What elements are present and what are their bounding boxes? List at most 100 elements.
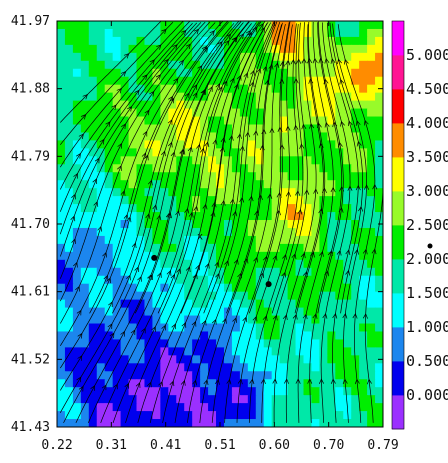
heatmap-cell: [279, 235, 289, 245]
heatmap-cell: [327, 347, 336, 356]
streamline: [224, 22, 290, 423]
heatmap-cell: [216, 355, 225, 364]
heatmap-cell: [239, 267, 249, 277]
heatmap-cell: [168, 339, 177, 348]
y-tick-label: 41.43: [11, 420, 50, 435]
heatmap-cell: [263, 371, 273, 380]
heatmap-cell: [231, 267, 241, 277]
stream-arrow: [167, 119, 173, 125]
heatmap-cell: [287, 220, 297, 229]
heatmap-cell: [104, 220, 114, 229]
heatmap-cell: [96, 68, 106, 78]
stream-arrow: [147, 179, 153, 186]
heatmap-cell: [375, 411, 383, 420]
heatmap-cell: [295, 419, 305, 427]
heatmap-cell: [375, 148, 383, 157]
heatmap-cell: [375, 132, 383, 142]
colorbar-label: 0.000: [406, 386, 448, 404]
stream-arrow: [260, 27, 266, 33]
heatmap-cell: [367, 28, 376, 38]
stream-arrow: [191, 320, 197, 327]
heatmap-cell: [112, 220, 122, 229]
heatmap-cell: [359, 243, 368, 253]
stream-arrow: [108, 301, 113, 307]
heatmap-cell: [168, 28, 177, 38]
heatmap-cell: [120, 363, 130, 372]
heatmap-cell: [255, 28, 265, 38]
heatmap-cell: [311, 220, 320, 229]
heatmap-cell: [80, 84, 90, 94]
heatmap-cell: [216, 331, 225, 341]
heatmap-cell: [223, 283, 233, 293]
stream-arrow: [209, 30, 215, 36]
heatmap-cell: [112, 204, 122, 213]
heatmap-cell: [208, 204, 217, 213]
heatmap-cell: [247, 196, 257, 205]
streamline: [297, 21, 334, 423]
heatmap-cell: [255, 76, 265, 86]
heatmap-cell: [88, 100, 98, 110]
heatmap-cell: [200, 124, 209, 134]
heatmap-cell: [64, 100, 74, 110]
heatmap-cell: [263, 172, 273, 181]
heatmap-cell: [263, 21, 273, 30]
heatmap-cell: [231, 251, 241, 261]
heatmap-cell: [160, 180, 169, 189]
heatmap-cell: [168, 243, 177, 253]
heatmap-cell: [255, 243, 265, 253]
heatmap-cell: [104, 411, 114, 420]
heatmap-cell: [152, 227, 161, 237]
heatmap-cell: [247, 108, 257, 118]
stream-arrow: [233, 258, 239, 265]
heatmap-cell: [184, 196, 193, 205]
heatmap-cell: [351, 403, 360, 412]
heatmap-cell: [184, 164, 193, 173]
heatmap-cell: [247, 411, 257, 420]
heatmap-cell: [271, 395, 281, 404]
heatmap-cell: [120, 148, 130, 157]
stream-arrow: [192, 84, 198, 90]
heatmap-cell: [184, 275, 193, 285]
heatmap-cell: [64, 52, 74, 62]
streamline: [162, 21, 275, 423]
heatmap-cell: [168, 212, 177, 221]
heatmap-cell: [120, 331, 130, 341]
heatmap-cell: [239, 60, 249, 70]
heatmap-cell: [216, 267, 225, 277]
stream-arrow: [279, 60, 285, 67]
heatmap-cell: [120, 180, 130, 189]
heatmap-cell: [168, 148, 177, 157]
heatmap-cell: [96, 395, 106, 404]
marker-dot: [265, 281, 272, 288]
heatmap-cell: [335, 251, 344, 261]
heatmap-cell: [327, 21, 336, 30]
heatmap-cell: [88, 259, 98, 269]
heatmap-cell: [216, 52, 225, 62]
heatmap-cell: [64, 419, 74, 427]
heatmap-cell: [72, 403, 82, 412]
stream-arrow: [281, 271, 287, 278]
stream-arrow: [180, 379, 186, 386]
stream-arrow: [77, 332, 83, 339]
heatmap-cell: [319, 132, 328, 142]
heatmap-cell: [367, 124, 376, 134]
heatmap-cell: [144, 100, 154, 110]
heatmap-cell: [319, 108, 328, 118]
heatmap-cell: [128, 212, 138, 221]
heatmap-cell: [96, 44, 106, 54]
heatmap-cell: [176, 387, 185, 396]
heatmap-cell: [335, 196, 344, 205]
heatmap-cell: [120, 355, 130, 364]
heatmap-cell: [168, 363, 177, 372]
heatmap-cell: [176, 220, 185, 229]
heatmap-cell: [152, 235, 161, 245]
heatmap-cell: [144, 44, 154, 54]
heatmap-cell: [64, 148, 74, 157]
heatmap-cell: [375, 188, 383, 197]
heatmap-cell: [327, 259, 336, 269]
colorbar-swatch: [392, 225, 404, 260]
heatmap-cell: [80, 212, 90, 221]
streamline: [112, 21, 239, 314]
heatmap-cell: [351, 251, 360, 261]
heatmap-cell: [319, 291, 328, 301]
